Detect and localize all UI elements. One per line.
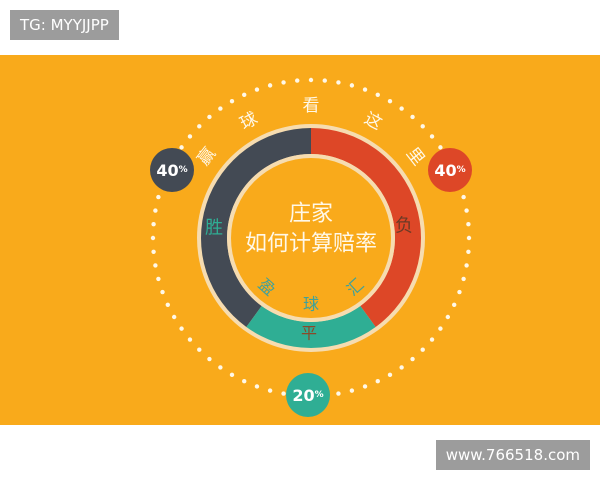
dotted-ring-dot [336, 80, 341, 85]
dotted-ring-dot [387, 98, 393, 104]
badge-win-label: 40% [156, 161, 187, 180]
dotted-ring-dot [362, 384, 368, 389]
dotted-ring-dot [229, 98, 235, 104]
dotted-ring-dot [466, 222, 471, 227]
dotted-ring-dot [218, 365, 223, 370]
dotted-ring-dot [420, 124, 425, 129]
dotted-ring-dot [242, 92, 247, 98]
dotted-ring-dot [207, 114, 212, 120]
dotted-ring-dot [151, 249, 156, 254]
label-win: 胜 [205, 218, 223, 239]
dotted-ring-dot [165, 302, 171, 307]
dotted-ring-dot [375, 92, 380, 98]
dotted-ring-dot [461, 276, 466, 282]
badge-win-circle [150, 148, 194, 192]
segment-lose [311, 128, 422, 327]
segment-draw [246, 305, 376, 349]
dotted-ring-dot [153, 208, 158, 213]
watermark-bottom: www.766518.com [435, 440, 590, 470]
dotted-ring-dot [445, 314, 451, 320]
badge-draw-label: 20% [292, 386, 323, 405]
dotted-ring-dot [229, 372, 235, 378]
badge-lose-circle [428, 148, 472, 192]
dotted-ring-dot [207, 356, 212, 362]
dotted-ring-dot [451, 302, 457, 307]
badge-draw-circle [286, 373, 330, 417]
dotted-ring-dot [457, 289, 462, 295]
dotted-ring-dot [308, 77, 314, 83]
label-lose: 负 [395, 216, 413, 237]
dotted-ring-dot [218, 106, 223, 111]
dotted-ring-dot [242, 378, 247, 384]
dotted-ring-dot [295, 78, 300, 83]
dotted-ring-dot [179, 326, 184, 331]
center-title-line2: 如何计算赔率 [245, 232, 377, 257]
dotted-ring-dot [254, 87, 260, 92]
dotted-ring-dot [349, 388, 355, 393]
arc-title-char: 球 [237, 109, 261, 135]
dotted-ring-dot [156, 194, 161, 200]
dotted-ring-dot [171, 314, 177, 320]
dotted-ring-dot [156, 276, 161, 282]
dotted-ring-dot [375, 378, 380, 384]
dotted-ring-dot [187, 134, 193, 139]
segment-win [201, 128, 311, 327]
dotted-ring-dot [150, 235, 156, 241]
dotted-ring-dot [267, 83, 273, 88]
dotted-ring-dot [254, 384, 260, 389]
dotted-ring-dot [362, 87, 368, 92]
dotted-ring-dot [267, 388, 273, 393]
dotted-ring-dot [399, 365, 404, 370]
dotted-ring-dot [281, 391, 286, 396]
dotted-ring-dot [438, 145, 443, 150]
dotted-ring-dot [322, 78, 327, 83]
dotted-ring-dot [399, 106, 404, 111]
dotted-ring-dot [187, 337, 193, 342]
dotted-ring-dot [410, 356, 415, 362]
dotted-ring-dot [464, 263, 469, 268]
dotted-ring-dot [179, 145, 184, 150]
arc-title-char: 看 [303, 96, 320, 116]
watermark-top: TG: MYYJJPP [10, 10, 119, 40]
dotted-ring-dot [151, 222, 156, 227]
center-title-line1: 庄家 [289, 202, 333, 227]
dotted-ring-dot [461, 194, 466, 200]
dotted-ring-dot [410, 114, 415, 120]
arc-title-char: 这 [361, 109, 385, 135]
dotted-ring-dot [160, 289, 165, 295]
dotted-ring-dot [438, 326, 443, 331]
dotted-ring-dot [336, 391, 341, 396]
dotted-ring-dot [349, 83, 355, 88]
dotted-ring-dot [466, 249, 471, 254]
arc-title-char: 赢 [194, 144, 220, 170]
center-hole [231, 158, 391, 318]
dotted-ring-dot [466, 235, 472, 241]
arc-title-char: 里 [402, 144, 428, 170]
dotted-ring-dot [429, 134, 435, 139]
dotted-ring-dot [464, 208, 469, 213]
dotted-ring-dot [429, 337, 435, 342]
label-draw: 平 [301, 324, 317, 343]
inner-brand-char: 球 [303, 295, 319, 314]
dotted-ring-dot [197, 124, 202, 129]
dotted-ring-dot [281, 80, 286, 85]
badge-lose-label: 40% [434, 161, 465, 180]
dotted-ring-dot [197, 347, 202, 352]
dotted-ring-dot [420, 347, 425, 352]
dotted-ring-dot [153, 263, 158, 268]
dotted-ring-dot [387, 372, 393, 378]
